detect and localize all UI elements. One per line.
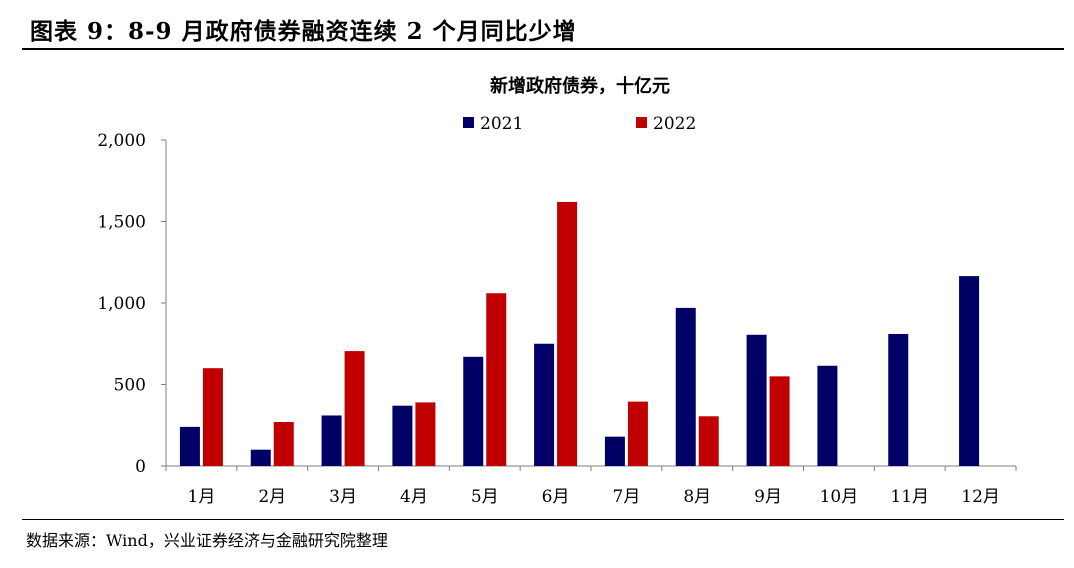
- x-tick-label: 6月: [542, 487, 570, 507]
- y-tick-label: 1,000: [97, 294, 146, 314]
- bar-2022-8月: [698, 416, 719, 466]
- y-tick-label: 500: [114, 376, 146, 396]
- x-tick-label: 12月: [961, 487, 1000, 507]
- x-tick-label: 3月: [329, 487, 357, 507]
- bar-2021-7月: [604, 436, 625, 466]
- bar-2021-10月: [817, 365, 838, 466]
- bar-2021-11月: [888, 333, 909, 466]
- x-tick-label: 7月: [613, 487, 641, 507]
- y-tick-label: 2,000: [97, 131, 146, 151]
- x-tick-label: 11月: [890, 487, 929, 507]
- bar-2022-7月: [627, 401, 648, 466]
- bar-2022-4月: [415, 402, 436, 466]
- legend: 2021 2022: [463, 114, 696, 134]
- bar-2022-1月: [202, 368, 223, 466]
- y-axis: 0 500 1,000 1,500 2,000: [97, 131, 167, 477]
- figure-title: 图表 9：8-9 月政府债券融资连续 2 个月同比少增: [30, 18, 577, 45]
- source-note: 数据来源：Wind，兴业证券经济与金融研究院整理: [26, 531, 388, 550]
- bar-2021-12月: [959, 276, 980, 466]
- x-tick-label: 10月: [820, 487, 859, 507]
- bar-2022-2月: [273, 421, 294, 466]
- legend-label-2021: 2021: [480, 114, 523, 134]
- bar-2021-8月: [675, 307, 696, 466]
- x-tick-label: 9月: [754, 487, 782, 507]
- legend-swatch-2021: [463, 117, 474, 128]
- x-tick-label: 4月: [400, 487, 428, 507]
- bar-2022-9月: [769, 376, 790, 466]
- bar-2021-6月: [534, 343, 555, 466]
- bar-2021-5月: [463, 356, 484, 466]
- y-tick-label: 0: [135, 457, 146, 477]
- bars: [179, 201, 980, 466]
- x-tick-label: 5月: [471, 487, 499, 507]
- bar-2021-4月: [392, 405, 413, 466]
- x-tick-label: 1月: [188, 487, 216, 507]
- bar-2022-5月: [486, 293, 507, 466]
- legend-label-2022: 2022: [653, 114, 696, 134]
- y-tick-label: 1,500: [97, 213, 146, 233]
- x-tick-label: 2月: [258, 487, 286, 507]
- chart-title: 新增政府债券，十亿元: [490, 75, 670, 97]
- legend-swatch-2022: [636, 117, 647, 128]
- bar-2021-1月: [179, 426, 200, 466]
- bar-2021-2月: [250, 449, 271, 466]
- bar-2022-6月: [557, 201, 578, 466]
- bar-2021-3月: [321, 415, 342, 466]
- top-rule: [22, 48, 1064, 50]
- x-tick-label: 8月: [683, 487, 711, 507]
- bar-2021-9月: [746, 334, 767, 466]
- x-axis: 1月 2月 3月 4月 5月 6月 7月 8月 9月 10月 11月 12月: [165, 465, 1017, 507]
- bar-2022-3月: [344, 351, 365, 466]
- bottom-rule: [22, 519, 1064, 520]
